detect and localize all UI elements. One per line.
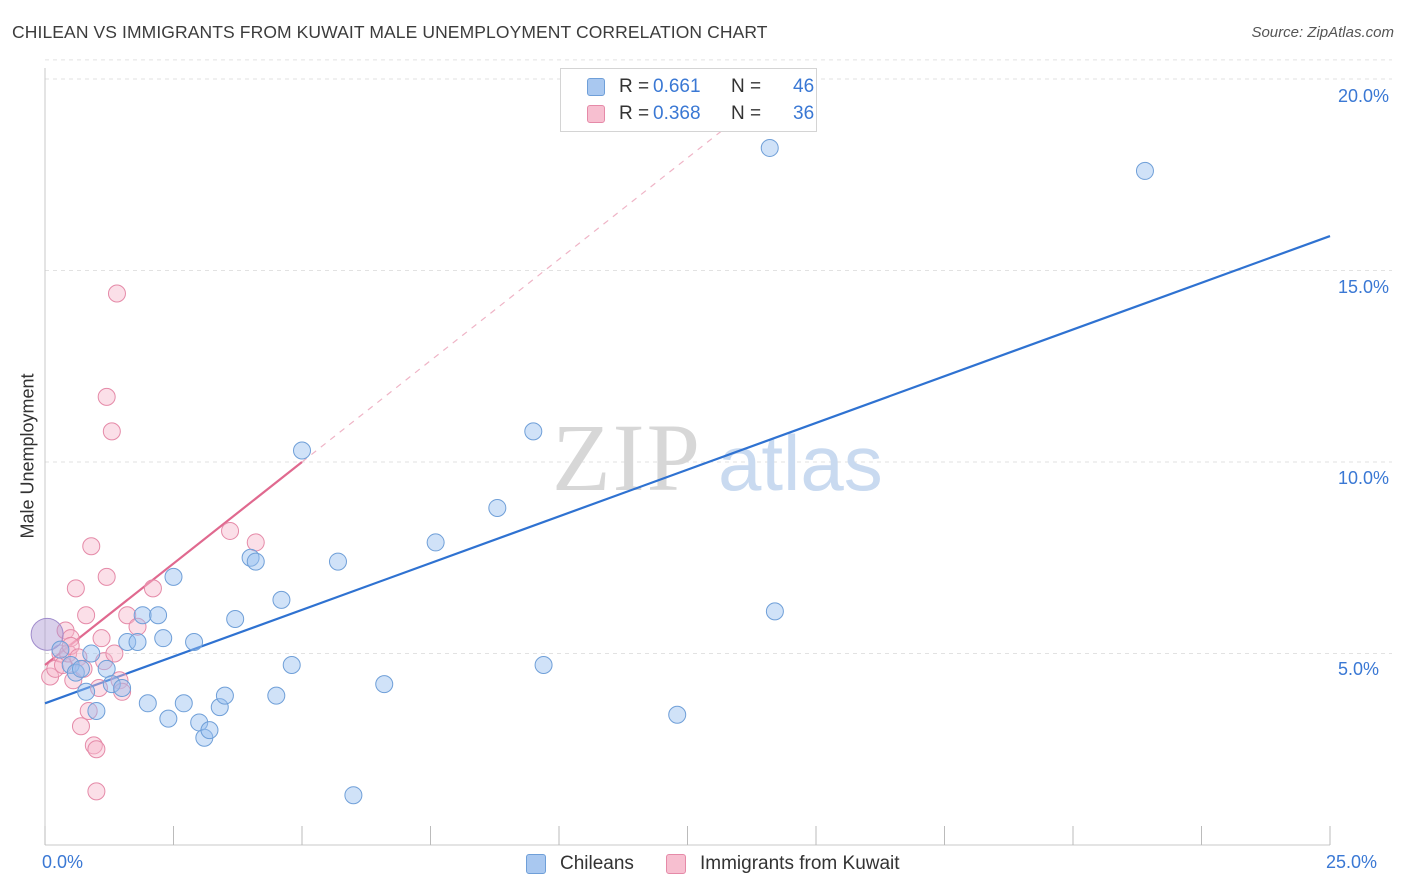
- y-tick-label-15: 15.0%: [1338, 277, 1390, 297]
- kuwait-point: [105, 644, 124, 663]
- chileans-point: [133, 606, 152, 625]
- chileans-point: [375, 675, 394, 694]
- chileans-point: [426, 533, 445, 552]
- chileans-point: [760, 138, 779, 157]
- chileans-point: [267, 686, 286, 705]
- legend-r-value: 0.368: [653, 103, 701, 124]
- chileans-point: [488, 498, 507, 517]
- grid-layer: [45, 59, 1392, 654]
- kuwait-point: [92, 629, 111, 648]
- legend-swatch-pink: [587, 105, 605, 123]
- kuwait-point: [118, 606, 137, 625]
- kuwait-point: [87, 782, 106, 801]
- kuwait-point: [71, 717, 90, 736]
- chart-title: CHILEAN VS IMMIGRANTS FROM KUWAIT MALE U…: [12, 22, 768, 42]
- kuwait-point: [113, 682, 132, 701]
- kuwait-point: [221, 521, 240, 540]
- watermark-atlas: atlas: [718, 419, 883, 507]
- legend-n-value: 46: [793, 76, 815, 97]
- chileans-point: [164, 567, 183, 586]
- legend-swatch-blue: [587, 78, 605, 96]
- kuwait-trend-line: [44, 461, 303, 666]
- kuwait-trend-extension: [301, 116, 740, 463]
- chileans-point: [534, 655, 553, 674]
- chileans-point: [1135, 161, 1154, 180]
- chileans-point: [293, 441, 311, 460]
- chileans-point: [524, 422, 543, 441]
- chileans-point: [174, 694, 193, 713]
- chileans-point: [765, 602, 784, 621]
- kuwait-point: [79, 701, 98, 720]
- x-tick-label-max: 25.0%: [1326, 852, 1378, 872]
- chileans-point: [149, 606, 168, 625]
- kuwait-point: [107, 284, 126, 303]
- chileans-point: [138, 694, 157, 713]
- legend-r-label: R =: [619, 76, 650, 97]
- chileans-point: [51, 640, 70, 659]
- chileans-point: [200, 721, 219, 740]
- legend-r-value: 0.661: [653, 76, 701, 97]
- chileans-point: [71, 659, 90, 678]
- axis-layer: [44, 68, 1331, 846]
- chileans-point: [185, 633, 204, 652]
- y-tick-label-20: 20.0%: [1338, 86, 1390, 106]
- kuwait-point: [97, 567, 116, 586]
- chileans-point: [82, 644, 101, 663]
- kuwait-point: [143, 579, 162, 598]
- chileans-point: [77, 682, 96, 701]
- bottom-legend-label: Immigrants from Kuwait: [700, 853, 900, 874]
- chileans-point: [87, 701, 106, 720]
- chileans-point: [272, 590, 291, 609]
- points-layer: [30, 138, 1154, 805]
- chileans-point: [210, 698, 229, 717]
- kuwait-point: [66, 579, 85, 598]
- kuwait-point: [51, 644, 70, 663]
- chileans-trend-line: [44, 234, 1331, 705]
- kuwait-point: [128, 617, 147, 636]
- y-tick-label-10: 10.0%: [1338, 468, 1390, 488]
- chileans-point: [215, 686, 234, 705]
- chileans-point: [128, 633, 147, 652]
- kuwait-point: [82, 537, 101, 556]
- kuwait-point: [246, 533, 265, 552]
- legend: R = 0.661 N = 46 R = 0.368 N = 36: [560, 68, 817, 132]
- chileans-point: [159, 709, 178, 728]
- chileans-point: [344, 786, 363, 805]
- legend-n-label: N =: [731, 103, 762, 124]
- chileans-point: [154, 629, 173, 648]
- watermark: ZIP atlas: [552, 404, 883, 511]
- legend-n-label: N =: [731, 76, 762, 97]
- x-tick-label-min: 0.0%: [42, 852, 84, 872]
- y-tick-label-5: 5.0%: [1338, 659, 1380, 679]
- watermark-zip: ZIP: [552, 404, 702, 511]
- y-axis-label: Male Unemployment: [17, 373, 38, 539]
- chileans-point: [328, 552, 347, 571]
- bottom-legend-swatch-pink: [666, 854, 686, 874]
- trend-layer: [44, 116, 1331, 705]
- chileans-point: [282, 655, 301, 674]
- chileans-point: [668, 705, 687, 724]
- kuwait-point: [97, 387, 116, 406]
- chileans-point: [246, 552, 265, 571]
- chileans-point: [113, 678, 132, 697]
- kuwait-point: [77, 606, 96, 625]
- legend-n-value: 36: [793, 103, 815, 124]
- chileans-point: [97, 659, 116, 678]
- chileans-point: [226, 610, 245, 629]
- bottom-legend-label: Chileans: [560, 853, 634, 874]
- legend-r-label: R =: [619, 103, 650, 124]
- chileans-point: [118, 633, 137, 652]
- source-credit: Source: ZipAtlas.com: [1251, 24, 1394, 41]
- bottom-legend-swatch-blue: [526, 854, 546, 874]
- kuwait-point: [87, 740, 106, 759]
- overlap-cluster-point: [30, 617, 64, 651]
- chileans-point: [102, 675, 121, 694]
- kuwait-point: [102, 422, 121, 441]
